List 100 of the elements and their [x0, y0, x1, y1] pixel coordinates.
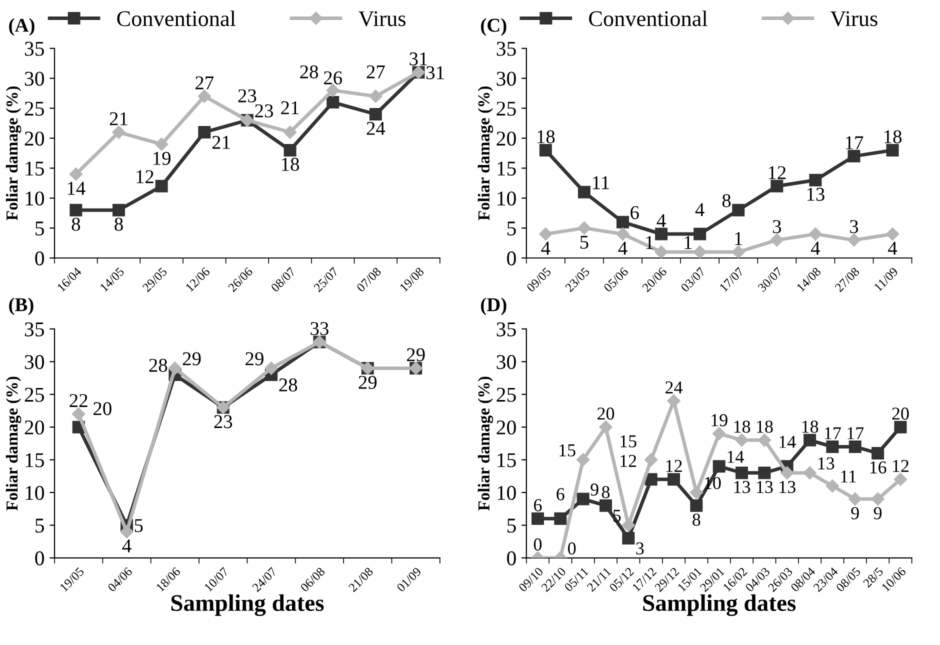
point: [644, 453, 658, 466]
data-label: 18: [734, 420, 750, 433]
y-tick-label: 5: [507, 222, 516, 236]
y-tick-label: 30: [496, 72, 516, 86]
point: [326, 84, 340, 97]
y-tick-label: 15: [498, 162, 516, 176]
data-label: 28: [300, 65, 318, 78]
point: [758, 434, 772, 447]
y-tick-label: 20: [24, 132, 44, 146]
y-tick-label: 5: [36, 518, 44, 533]
y-tick-label: 20: [24, 420, 44, 435]
point: [735, 434, 748, 447]
data-label: 4: [541, 242, 550, 255]
data-label: 20: [598, 408, 614, 420]
point: [847, 233, 861, 247]
point: [894, 472, 908, 486]
chart-title: (B): [9, 298, 34, 316]
point: [576, 453, 590, 466]
data-label: 4: [618, 242, 628, 255]
y-tick-label: 25: [496, 102, 516, 116]
data-label: 18: [538, 130, 555, 144]
data-label: 8: [114, 218, 123, 231]
data-label: 15: [560, 444, 576, 456]
point: [531, 512, 544, 525]
data-label: 20: [892, 408, 909, 420]
data-label: 28: [279, 378, 298, 392]
point: [780, 466, 794, 480]
point: [809, 174, 822, 186]
data-label: 12: [768, 166, 786, 180]
y-tick-label: 35: [24, 42, 44, 56]
data-label: 8: [692, 514, 700, 526]
x-tick-label: 28/5: [862, 566, 884, 588]
data-label: 31: [410, 52, 428, 66]
data-label: 31: [426, 66, 444, 80]
point: [599, 499, 612, 512]
point: [70, 204, 82, 216]
data-label: 13: [757, 480, 773, 494]
y-tick-label: 15: [498, 453, 516, 468]
data-label: 13: [818, 457, 834, 470]
y-tick-label: 20: [496, 420, 516, 435]
legend-label: Conventional: [117, 10, 236, 26]
chart-title: (C): [481, 18, 506, 36]
data-label: 18: [802, 420, 818, 433]
legend-label: Virus: [830, 11, 878, 26]
data-label: 23: [238, 89, 256, 102]
data-label: 8: [72, 218, 80, 231]
point: [264, 362, 278, 375]
data-label: 6: [630, 206, 639, 220]
point: [578, 186, 590, 198]
data-label: 1: [646, 236, 654, 249]
data-label: 9: [590, 484, 598, 496]
data-label: 29: [406, 348, 425, 362]
point: [283, 126, 297, 139]
y-axis-title: Foliar damage (%): [6, 376, 22, 511]
data-label: 19: [154, 152, 170, 165]
data-label: 12: [666, 460, 682, 472]
chart-title: (A): [9, 18, 34, 36]
data-label: 17: [848, 427, 864, 440]
y-axis-title: Foliar damage (%): [478, 376, 494, 511]
y-tick-label: 30: [24, 72, 44, 86]
point: [667, 394, 680, 408]
data-label: 28: [149, 358, 168, 372]
data-label: 16: [870, 461, 886, 474]
chart-title: (D): [481, 298, 506, 316]
data-label: 1: [735, 232, 742, 245]
y-tick-label: 5: [36, 222, 44, 236]
data-label: 4: [888, 242, 898, 255]
point: [576, 492, 590, 506]
point: [770, 180, 784, 192]
point: [644, 473, 658, 486]
point: [694, 228, 706, 240]
data-label: 33: [310, 322, 328, 336]
point: [155, 180, 168, 192]
point: [690, 499, 703, 512]
y-tick-label: 30: [496, 355, 516, 370]
point: [326, 96, 340, 109]
data-label: 6: [556, 488, 564, 500]
data-label: 21: [281, 101, 299, 114]
data-label: 0: [534, 538, 542, 551]
y-tick-label: 5: [507, 518, 516, 533]
point: [198, 126, 211, 138]
point: [616, 216, 629, 228]
point: [712, 460, 726, 473]
point: [848, 440, 862, 453]
point: [886, 227, 900, 241]
y-tick-label: 35: [496, 322, 516, 336]
y-tick-label: 0: [507, 251, 516, 266]
point: [668, 473, 680, 486]
x-axis-title: Sampling dates: [171, 594, 324, 616]
data-label: 23: [255, 104, 273, 118]
data-label: 29: [358, 376, 377, 389]
point: [808, 227, 822, 241]
point: [112, 204, 126, 216]
point: [120, 525, 134, 538]
data-label: 19: [712, 414, 728, 426]
point: [826, 440, 839, 453]
data-label: 29: [182, 352, 201, 366]
data-label: 22: [70, 394, 88, 407]
point: [804, 434, 816, 446]
data-label: 29: [246, 352, 264, 366]
